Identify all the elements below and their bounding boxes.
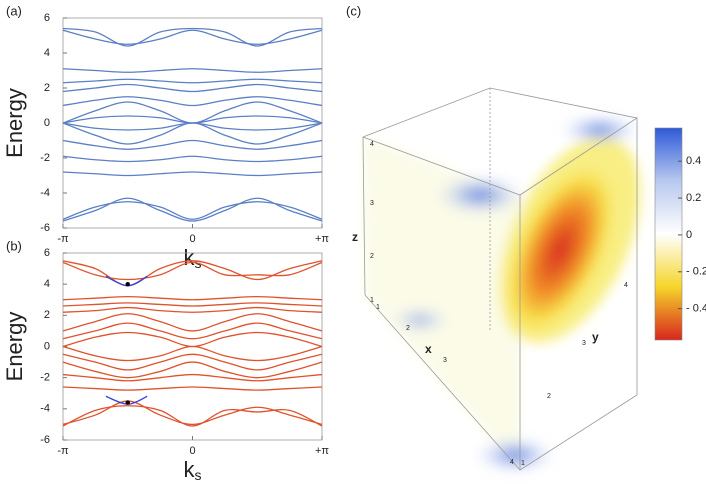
band [62,27,323,47]
x-tick-label: -π [57,233,69,245]
y-tick-label: 4 [44,278,50,290]
y-tick-label: 0 [44,117,50,129]
panel-label: (a) [6,3,22,18]
y-axis-label: Energy [2,312,27,382]
y-tick-label: -4 [40,187,50,199]
blob [435,175,525,215]
band [62,261,323,281]
band [62,171,323,177]
band [62,361,323,379]
y-tick-label: 2 [44,82,50,94]
y-tick-label: 3 [582,340,586,347]
band [62,295,323,301]
y-tick-label: -4 [40,403,50,415]
z-tick-label: 4 [370,141,374,148]
y-tick-label: 6 [44,247,50,259]
y-tick-label: 2 [44,309,50,321]
band [62,197,323,222]
cube-edge [364,294,638,471]
band [62,201,323,220]
x-tick-label: 0 [189,445,195,457]
band [62,139,323,150]
y-tick-label: 2 [547,393,551,400]
band [62,96,323,107]
y-tick-label: -2 [40,372,50,384]
x-tick-label: 4 [510,459,514,466]
x-tick-label: -π [57,445,69,457]
panel-label: (c) [346,3,361,18]
colorbar-tick-label: 0.4 [686,155,701,167]
y-tick-label: 4 [624,282,628,289]
band [62,78,323,84]
band [62,83,323,93]
band [62,68,323,73]
axis-label: y [592,330,599,344]
y-axis-label: Energy [2,88,27,158]
x-tick-label: +π [315,233,329,245]
band [62,322,323,340]
y-tick-label: 0 [44,340,50,352]
x-tick-label: 2 [406,325,410,332]
colorbar-tick-label: - 0.4 [686,303,706,315]
colorbar-tick-label: - 0.2 [686,266,706,278]
cube [362,87,639,471]
x-tick-label: 1 [376,304,380,311]
x-axis-label: ks [184,457,202,483]
y-tick-label: -2 [40,152,50,164]
x-axis-label-sub: s [195,467,202,483]
cube-face [363,137,520,470]
band [62,405,323,427]
colorbar [654,127,683,341]
z-tick-label: 2 [370,253,374,260]
band [62,306,323,313]
panel-label: (b) [6,238,22,253]
blob [390,306,450,334]
x-tick-label: 3 [443,357,447,364]
blob [560,115,640,145]
band [62,29,323,45]
band [62,400,323,426]
band [62,122,323,131]
band [62,313,323,332]
y-tick-label: 1 [521,460,525,467]
band [62,331,323,348]
y-tick-label: 6 [44,12,50,24]
y-tick-label: -6 [40,222,50,234]
band [62,386,323,391]
colorbar-tick-label: 0 [686,229,692,241]
x-tick-label: 0 [189,233,195,245]
band [62,260,323,287]
z-tick-label: 1 [370,297,374,304]
x-axis-label-main: k [184,457,196,482]
marker [125,281,130,287]
y-tick-label: 4 [44,47,50,59]
band [62,353,323,371]
band [62,345,323,362]
band [62,122,323,145]
x-axis-label: ks [184,245,202,271]
band [62,155,323,163]
density-blobs [363,115,641,473]
y-tick-label: -6 [40,434,50,446]
marker [125,400,130,405]
band [62,115,323,124]
blob [499,157,621,343]
z-tick-label: 3 [370,200,374,207]
axis-label: z [352,230,358,244]
colorbar-tick-label: 0.2 [686,192,701,204]
blob [475,437,555,473]
band [62,302,323,307]
x-tick-label: +π [315,445,329,457]
band [62,373,323,382]
cube-edge [362,136,366,296]
axis-label: x [425,342,432,356]
